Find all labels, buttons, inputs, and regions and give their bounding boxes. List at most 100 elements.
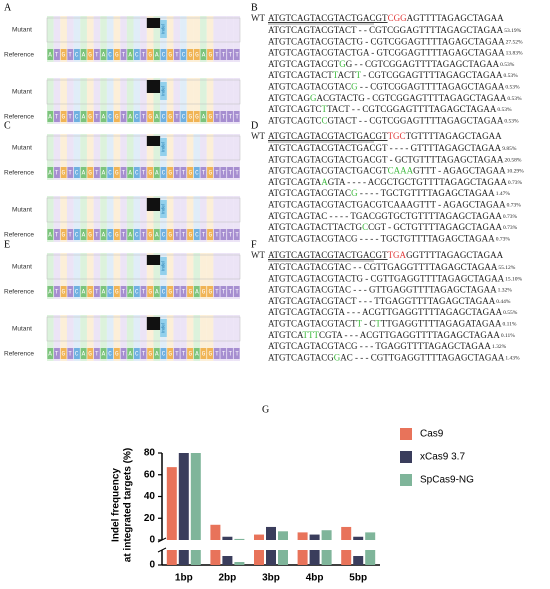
base-cell [153,286,160,297]
y-tick-label: 0 [149,560,155,571]
base-cell [47,111,54,122]
base-cell [213,167,220,178]
base-cell [60,111,67,122]
base-cell [93,286,100,297]
sequence-part: ATGTCAGTACGTACG - - - TGAGGTTTTAGAGCTAGA… [268,341,491,351]
base-cell [173,49,180,60]
base-stripe [153,253,161,299]
sequence-row: ATGTCAGTACGGAC - - - CGTTGAGGTTTTAGAGCTA… [268,352,520,362]
panel-label: D [251,120,258,131]
base-cell [233,111,240,122]
percent: 0.53% [503,73,518,79]
base-cell [200,348,207,359]
base-stripe [66,78,74,124]
sequence-row: ATGTCAGTACGTACTGA - GTCGGAGTTTTAGAGCTAGA… [268,48,523,58]
base-cell [147,229,154,240]
base-cell [93,348,100,359]
reference-label: Reference [4,52,34,59]
base-cell [193,167,200,178]
base-cell [60,286,67,297]
y-tick-label: 60 [144,469,156,480]
base-cell [220,229,227,240]
y-tick-label: 40 [144,491,156,502]
sequence-part: ATGTCAGTACGTACTGA - GTCGGAGTTTTAGAGCTAGA… [268,48,505,58]
base-stripe [146,196,154,242]
base-cell [227,286,233,297]
base-stripe [53,196,61,242]
base-cell [47,229,54,240]
base-stripe [126,315,134,361]
indel-label: Indel [161,204,166,214]
base-cell [113,167,120,178]
reference-sequence: ATGTCAGTACGTACTGACGTCGGAGTTTT [48,114,239,121]
sequence-part: ATGTCAGTACGTACTGACGT [268,166,388,176]
base-cell [74,111,80,122]
base-stripe [233,16,240,62]
base-stripe [86,16,94,62]
percent: 20.58% [504,158,521,164]
base-cell [67,111,74,122]
base-stripe [113,78,121,124]
base-stripe [120,253,127,299]
indel-block [146,18,161,28]
base-cell [233,229,240,240]
bar [166,467,177,540]
base-cell [133,286,140,297]
base-cell [127,229,134,240]
base-cell [47,286,54,297]
base-cell [67,49,74,60]
base-stripe [166,253,174,299]
base-cell [107,111,114,122]
base-stripe [173,315,181,361]
percent: 0.53% [504,119,519,125]
base-stripe [120,315,127,361]
mutant-label: Mutant [12,27,32,34]
mutant-track [46,316,241,342]
base-stripe [200,315,207,361]
bar [309,534,320,540]
base-cell [147,348,154,359]
mutant-label: Mutant [12,145,32,152]
sequence-row: ATGTCAGTACGTACT - - CGTCGGAGTTTTAGAGCTAG… [268,25,522,35]
base-cell [93,229,100,240]
sequence-part: ATGTCAGTACGTAC - - CGTTGAGGTTTTAGAGCTAGA… [268,262,498,272]
base-stripe [146,16,154,62]
base-stripe [120,16,127,62]
base-stripe [180,134,187,180]
bar [266,526,276,540]
base-cell [54,286,60,297]
base-stripe [53,134,61,180]
base-stripe [160,134,167,180]
sequence-row: ATGTCAGTACGTACTG - CGTCGGAGTTTTAGAGCTAGA… [268,36,523,46]
base-cell [180,111,187,122]
percent: 13.83% [506,51,523,57]
base-cell [227,49,233,60]
base-cell [207,111,213,122]
percent: 1.32% [498,288,513,294]
base-cell [100,111,107,122]
reference-label: Reference [4,232,34,239]
base-stripe [133,16,141,62]
base-cell [87,49,94,60]
base-cell [133,348,140,359]
base-cell [213,286,220,297]
base-cell [93,111,100,122]
sequence-part: CAAA [388,166,414,176]
percent: 1.43% [505,356,520,362]
base-stripe [113,16,121,62]
bar [190,550,201,565]
base-cell [213,229,220,240]
base-stripe [146,78,154,124]
base-stripe [206,196,214,242]
base-cell [120,286,127,297]
base-cell [173,286,180,297]
base-cell [120,111,127,122]
sequence-row: ATGTCAGTACTTACTGCCGT - GCTGTTTTAGAGCTAGA… [268,222,518,232]
base-cell [140,229,147,240]
x-tick-label: 3bp [262,573,280,584]
base-stripe [86,134,94,180]
mutant-track [46,135,241,161]
base-stripe [213,196,221,242]
base-stripe [106,134,114,180]
percent: 0.73% [496,237,511,243]
